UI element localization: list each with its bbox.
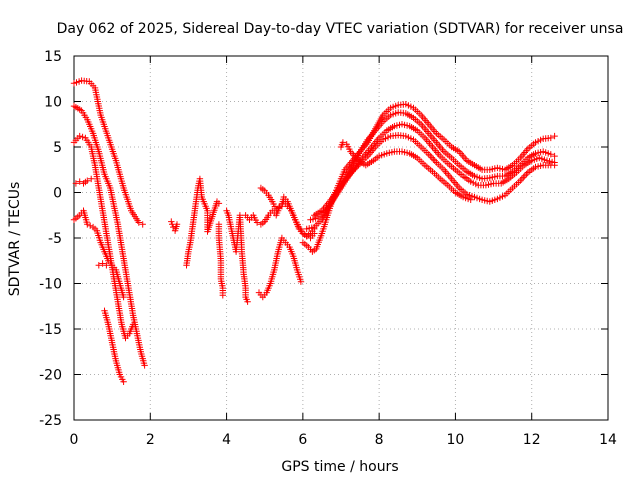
y-tick-label: -10 [39, 277, 62, 293]
y-axis-label: SDTVAR / TECUs [7, 182, 23, 297]
data-series-track-b [70, 102, 148, 369]
data-series-track-e [72, 175, 127, 385]
data-series-track-a [70, 77, 146, 228]
data-series-track-i [257, 184, 318, 242]
x-tick-labels: 0 2 4 6 8 10 12 14 [70, 432, 617, 448]
data-series-track-j [255, 234, 305, 301]
x-tick-label: 8 [375, 432, 384, 448]
y-tick-label: 10 [44, 95, 62, 111]
axis-ticks [73, 55, 609, 421]
data-markers [70, 77, 558, 385]
y-tick-label: 15 [44, 49, 62, 65]
x-tick-label: 12 [523, 432, 541, 448]
chart-title: Day 062 of 2025, Sidereal Day-to-day VTE… [57, 21, 624, 37]
x-tick-label: 6 [298, 432, 307, 448]
x-tick-label: 14 [599, 432, 617, 448]
y-tick-label: 5 [53, 140, 62, 156]
y-tick-label: -5 [48, 231, 62, 247]
y-tick-label: -15 [39, 322, 62, 338]
data-series-track-d [70, 207, 127, 301]
x-tick-label: 0 [70, 432, 79, 448]
y-tick-label: 0 [53, 186, 62, 202]
y-tick-labels: -25 -20 -15 -10 -5 0 5 10 15 [39, 49, 62, 429]
x-tick-label: 4 [222, 432, 231, 448]
data-series-track-n [311, 132, 558, 219]
x-axis-label: GPS time / hours [281, 459, 398, 475]
y-tick-label: -20 [39, 368, 62, 384]
data-series-track-g [215, 207, 251, 305]
y-tick-label: -25 [39, 413, 62, 429]
data-series-track-o [337, 139, 474, 203]
x-tick-label: 10 [447, 432, 465, 448]
data-series-track-c [70, 132, 137, 342]
x-tick-label: 2 [146, 432, 155, 448]
data-series-track-f [168, 175, 223, 269]
